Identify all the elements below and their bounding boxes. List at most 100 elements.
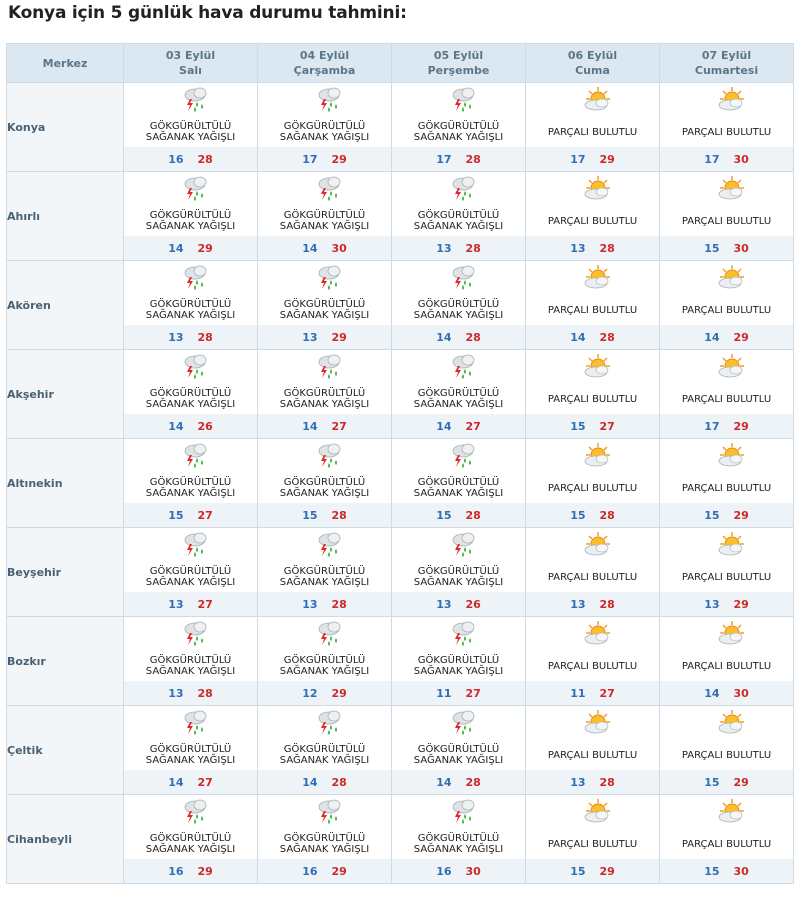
icon-row [392, 439, 525, 473]
condition-line: GÖKGÜRÜLTÜLÜ [283, 299, 366, 310]
thunder-rain-icon [181, 797, 211, 827]
thunder-rain-icon [181, 441, 211, 471]
max-temp: 27 [599, 686, 615, 700]
icon-row [258, 706, 391, 740]
condition-line: SAĞANAK YAĞIŞLI [145, 755, 236, 766]
max-temp: 29 [733, 330, 749, 344]
temperature-row: 15 28 [392, 503, 525, 527]
min-temp: 14 [302, 775, 318, 789]
condition-line: GÖKGÜRÜLTÜLÜ [417, 299, 500, 310]
condition-line: PARÇALI BULUTLU [681, 215, 772, 227]
min-temp: 16 [302, 864, 318, 878]
condition-text: PARÇALI BULUTLU [526, 295, 659, 325]
forecast-cell: PARÇALI BULUTLU 17 30 [659, 82, 794, 172]
max-temp: 28 [599, 597, 615, 611]
min-temp: 14 [168, 419, 184, 433]
min-temp: 17 [704, 419, 720, 433]
condition-text: GÖKGÜRÜLTÜLÜ SAĞANAK YAĞIŞLI [124, 473, 257, 503]
thunder-rain-icon [315, 441, 345, 471]
min-temp: 14 [436, 330, 452, 344]
temperature-row: 14 28 [392, 770, 525, 794]
thunder-rain-icon [315, 352, 345, 382]
condition-line: SAĞANAK YAĞIŞLI [145, 844, 236, 855]
temperature-row: 16 29 [124, 859, 257, 883]
day-weekday: Perşembe [427, 64, 490, 77]
day-date: 06 Eylül [567, 49, 618, 62]
condition-text: PARÇALI BULUTLU [660, 651, 793, 681]
icon-row [124, 172, 257, 206]
thunder-rain-icon [181, 352, 211, 382]
condition-line: SAĞANAK YAĞIŞLI [279, 399, 370, 410]
min-temp: 15 [570, 864, 586, 878]
condition-line: SAĞANAK YAĞIŞLI [413, 221, 504, 232]
condition-line: GÖKGÜRÜLTÜLÜ [417, 477, 500, 488]
icon-row [526, 795, 659, 829]
forecast-cell: GÖKGÜRÜLTÜLÜ SAĞANAK YAĞIŞLI 14 30 [257, 171, 392, 261]
forecast-cell: PARÇALI BULUTLU 15 30 [659, 794, 794, 884]
thunder-rain-icon [449, 263, 479, 293]
max-temp: 29 [733, 419, 749, 433]
temperature-row: 13 26 [392, 592, 525, 616]
city-name: Cihanbeyli [6, 794, 124, 884]
condition-text: PARÇALI BULUTLU [660, 117, 793, 147]
max-temp: 28 [331, 508, 347, 522]
max-temp: 27 [331, 419, 347, 433]
temperature-row: 14 30 [660, 681, 793, 705]
forecast-cell: GÖKGÜRÜLTÜLÜ SAĞANAK YAĞIŞLI 13 28 [123, 616, 258, 706]
max-temp: 29 [331, 686, 347, 700]
max-temp: 29 [599, 864, 615, 878]
temperature-row: 13 29 [660, 592, 793, 616]
condition-line: GÖKGÜRÜLTÜLÜ [149, 388, 232, 399]
condition-text: GÖKGÜRÜLTÜLÜ SAĞANAK YAĞIŞLI [392, 473, 525, 503]
table-row: Cihanbeyli GÖKGÜRÜLTÜLÜ SAĞANAK YAĞIŞLI 16 2… [6, 794, 794, 884]
condition-line: SAĞANAK YAĞIŞLI [279, 755, 370, 766]
condition-text: GÖKGÜRÜLTÜLÜ SAĞANAK YAĞIŞLI [124, 384, 257, 414]
condition-text: GÖKGÜRÜLTÜLÜ SAĞANAK YAĞIŞLI [392, 740, 525, 770]
min-temp: 11 [570, 686, 586, 700]
condition-line: GÖKGÜRÜLTÜLÜ [417, 566, 500, 577]
condition-line: PARÇALI BULUTLU [547, 660, 638, 672]
max-temp: 27 [465, 686, 481, 700]
min-temp: 16 [436, 864, 452, 878]
icon-row [660, 528, 793, 562]
condition-text: GÖKGÜRÜLTÜLÜ SAĞANAK YAĞIŞLI [258, 117, 391, 147]
temperature-row: 15 30 [660, 859, 793, 883]
max-temp: 27 [599, 419, 615, 433]
partly-cloudy-icon [583, 797, 613, 827]
forecast-cell: GÖKGÜRÜLTÜLÜ SAĞANAK YAĞIŞLI 13 28 [123, 260, 258, 350]
min-temp: 13 [302, 597, 318, 611]
temperature-row: 15 27 [526, 414, 659, 438]
temperature-row: 13 28 [124, 681, 257, 705]
condition-text: PARÇALI BULUTLU [660, 295, 793, 325]
icon-row [124, 706, 257, 740]
partly-cloudy-icon [583, 174, 613, 204]
forecast-cell: GÖKGÜRÜLTÜLÜ SAĞANAK YAĞIŞLI 13 29 [257, 260, 392, 350]
forecast-cell: PARÇALI BULUTLU 14 29 [659, 260, 794, 350]
icon-row [124, 439, 257, 473]
condition-line: SAĞANAK YAĞIŞLI [279, 577, 370, 588]
condition-line: SAĞANAK YAĞIŞLI [145, 488, 236, 499]
forecast-cell: GÖKGÜRÜLTÜLÜ SAĞANAK YAĞIŞLI 15 27 [123, 438, 258, 528]
column-header-merkez: Merkez [6, 43, 124, 83]
max-temp: 30 [733, 152, 749, 166]
condition-text: GÖKGÜRÜLTÜLÜ SAĞANAK YAĞIŞLI [258, 473, 391, 503]
icon-row [258, 350, 391, 384]
max-temp: 30 [465, 864, 481, 878]
forecast-cell: GÖKGÜRÜLTÜLÜ SAĞANAK YAĞIŞLI 16 29 [257, 794, 392, 884]
condition-line: PARÇALI BULUTLU [681, 393, 772, 405]
forecast-cell: PARÇALI BULUTLU 17 29 [525, 82, 660, 172]
condition-line: SAĞANAK YAĞIŞLI [145, 132, 236, 143]
temperature-row: 14 27 [124, 770, 257, 794]
forecast-cell: GÖKGÜRÜLTÜLÜ SAĞANAK YAĞIŞLI 12 29 [257, 616, 392, 706]
min-temp: 13 [704, 597, 720, 611]
icon-row [660, 350, 793, 384]
thunder-rain-icon [181, 619, 211, 649]
condition-line: PARÇALI BULUTLU [681, 126, 772, 138]
thunder-rain-icon [449, 530, 479, 560]
city-name: Ahırlı [6, 171, 124, 261]
max-temp: 28 [599, 330, 615, 344]
condition-line: SAĞANAK YAĞIŞLI [279, 488, 370, 499]
icon-row [392, 172, 525, 206]
condition-line: PARÇALI BULUTLU [681, 838, 772, 850]
condition-line: GÖKGÜRÜLTÜLÜ [149, 655, 232, 666]
